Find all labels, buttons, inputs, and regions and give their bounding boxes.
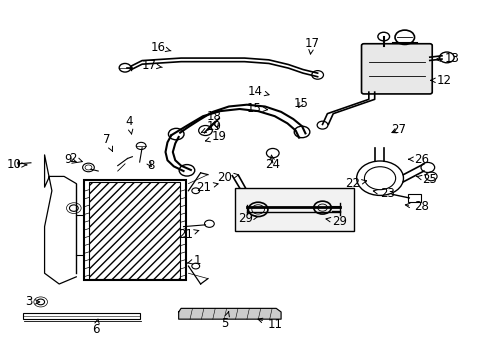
Text: 9: 9: [64, 153, 77, 166]
FancyBboxPatch shape: [361, 44, 431, 94]
Text: 5: 5: [221, 311, 229, 330]
Bar: [22, 313, 140, 319]
Text: 11: 11: [258, 318, 283, 331]
Text: 2: 2: [69, 152, 82, 165]
Text: 13: 13: [435, 51, 458, 64]
Text: 6: 6: [92, 319, 100, 336]
Text: 8: 8: [147, 159, 154, 172]
Bar: [407, 194, 420, 202]
Text: 21: 21: [178, 228, 199, 241]
Text: 14: 14: [247, 85, 268, 98]
Text: 16: 16: [150, 41, 171, 54]
Text: 29: 29: [238, 212, 258, 225]
Text: 23: 23: [372, 187, 394, 200]
Text: 21: 21: [196, 181, 218, 194]
Text: 7: 7: [103, 133, 112, 152]
Text: 17: 17: [304, 37, 319, 54]
Text: 22: 22: [345, 177, 366, 190]
Text: 15: 15: [246, 102, 267, 115]
Text: 3: 3: [25, 296, 40, 309]
Text: 19: 19: [205, 130, 226, 144]
Polygon shape: [178, 309, 281, 319]
Text: 17: 17: [142, 59, 162, 72]
Bar: [89, 182, 180, 279]
Text: 19: 19: [201, 121, 222, 134]
Bar: [83, 180, 185, 280]
Text: 18: 18: [206, 110, 221, 129]
Text: 28: 28: [405, 201, 428, 213]
Text: 29: 29: [325, 215, 346, 228]
Text: 15: 15: [293, 98, 307, 111]
Text: 25: 25: [416, 173, 436, 186]
Bar: [234, 188, 353, 231]
Text: 27: 27: [390, 123, 405, 136]
Text: 24: 24: [264, 155, 280, 171]
Text: 26: 26: [407, 153, 428, 166]
Text: 12: 12: [430, 74, 451, 87]
Text: 4: 4: [125, 115, 133, 134]
Text: 1: 1: [187, 254, 201, 267]
Text: 20: 20: [217, 171, 238, 184]
Text: 10: 10: [6, 158, 27, 171]
